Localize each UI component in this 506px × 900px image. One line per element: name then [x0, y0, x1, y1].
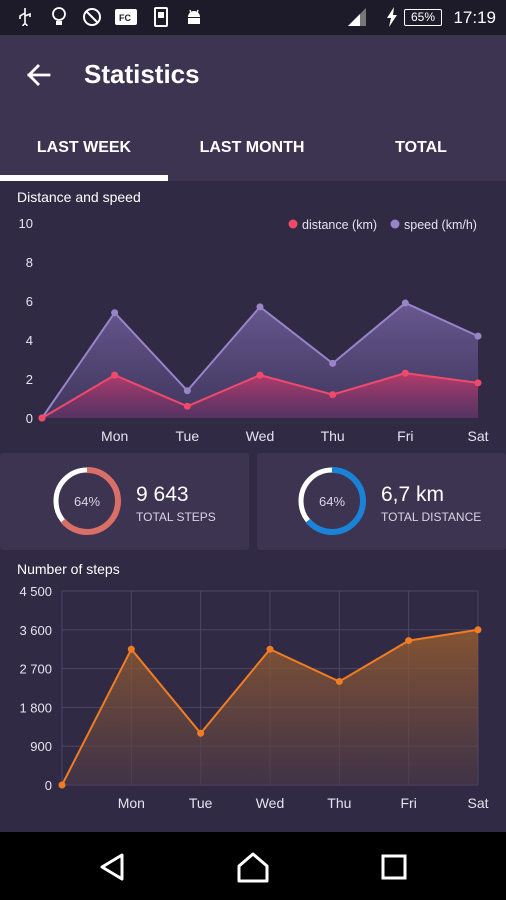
- android-icon: [183, 7, 205, 27]
- data-point-distance: [329, 391, 337, 399]
- x-tick-label: Sat: [467, 795, 488, 811]
- x-tick-label: Fri: [397, 428, 413, 444]
- x-tick-label: Thu: [327, 795, 351, 811]
- data-point-distance: [256, 371, 264, 379]
- y-tick-label: 4 500: [19, 584, 52, 599]
- distance-percent: 64%: [319, 494, 345, 509]
- y-tick-label: 2 700: [19, 662, 52, 677]
- data-point-steps: [335, 678, 343, 686]
- area-steps: [62, 629, 478, 785]
- data-point-speed: [474, 332, 482, 340]
- phone-icon: [150, 7, 172, 27]
- page-title: Statistics: [84, 59, 200, 89]
- app-bar: Statistics LAST WEEK LAST MONTH TOTAL: [0, 35, 506, 181]
- y-tick-label: 1 800: [19, 700, 52, 715]
- y-tick-label: 0: [45, 778, 52, 793]
- x-tick-label: Tue: [176, 428, 200, 444]
- data-point-steps: [127, 645, 135, 653]
- data-point-distance: [111, 371, 119, 379]
- y-tick-label: 6: [26, 294, 33, 309]
- data-point-distance: [474, 379, 482, 387]
- x-tick-label: Wed: [256, 795, 285, 811]
- recents-icon[interactable]: [380, 853, 408, 881]
- data-point-distance: [183, 402, 191, 410]
- x-tick-label: Fri: [401, 795, 417, 811]
- bulb-icon: [48, 7, 70, 27]
- legend-marker: [288, 219, 298, 229]
- fc-icon: FC: [114, 7, 138, 27]
- no-sync-icon: [81, 7, 103, 27]
- x-tick-label: Mon: [101, 428, 128, 444]
- data-point-distance: [401, 369, 409, 377]
- y-tick-label: 4: [26, 333, 33, 348]
- data-point-speed: [401, 299, 409, 307]
- data-point-steps: [405, 637, 413, 645]
- y-tick-label: 2: [26, 372, 33, 387]
- total-distance-caption: TOTAL DISTANCE: [381, 510, 482, 524]
- data-point-steps: [266, 645, 274, 653]
- legend-marker: [390, 219, 400, 229]
- distance-summary-card: 64% 6,7 km TOTAL DISTANCE: [257, 453, 506, 550]
- x-tick-label: Wed: [246, 428, 275, 444]
- tab-indicator: [0, 175, 168, 181]
- data-point-speed: [183, 387, 191, 395]
- battery-indicator: 65%: [404, 9, 442, 26]
- steps-chart: 0 900 1 800 2 700 3 600 4 500 Mon Tue Wed Thu Fri S…: [19, 584, 488, 811]
- x-tick-label: Sat: [467, 428, 488, 444]
- y-tick-label: 900: [30, 739, 52, 754]
- y-tick-label: 10: [19, 216, 33, 231]
- data-point-speed: [329, 359, 337, 367]
- tab-last-month[interactable]: LAST MONTH: [199, 139, 305, 156]
- x-tick-label: Tue: [189, 795, 213, 811]
- distance-chart-title: Distance and speed: [17, 189, 141, 205]
- legend-label: distance (km): [302, 218, 377, 232]
- home-icon[interactable]: [236, 851, 270, 883]
- arrow-left-icon[interactable]: [25, 61, 53, 89]
- x-tick-label: Thu: [321, 428, 345, 444]
- clock: 17:19: [453, 8, 496, 27]
- legend-label: speed (km/h): [404, 218, 477, 232]
- y-tick-label: 8: [26, 255, 33, 270]
- steps-chart-title: Number of steps: [17, 561, 120, 577]
- distance-speed-chart: 0 2 4 6 8 10 Mon Tue Wed Thu Fri Sat distance (km) sp…: [19, 216, 489, 444]
- steps-progress-ring: 64%: [53, 467, 121, 535]
- nav-bar: [0, 832, 506, 900]
- distance-progress-ring: 64%: [298, 467, 366, 535]
- steps-percent: 64%: [74, 494, 100, 509]
- data-point-speed: [111, 309, 119, 317]
- data-point-steps: [197, 729, 205, 737]
- total-distance-value: 6,7 km: [381, 483, 445, 506]
- y-tick-label: 3 600: [19, 623, 52, 638]
- data-point-distance: [38, 414, 46, 422]
- data-point-steps: [474, 626, 482, 634]
- svg-text:FC: FC: [119, 13, 131, 23]
- charging-icon: [384, 7, 400, 27]
- x-tick-label: Mon: [118, 795, 145, 811]
- signal-icon: [345, 7, 369, 27]
- status-bar: FC 65% 17:19: [0, 0, 506, 35]
- tab-total[interactable]: TOTAL: [395, 139, 447, 156]
- data-point-steps: [58, 781, 66, 789]
- steps-summary-card: 64% 9 643 TOTAL STEPS: [0, 453, 249, 550]
- back-triangle-icon[interactable]: [98, 852, 126, 882]
- y-tick-label: 0: [26, 411, 33, 426]
- data-point-speed: [256, 303, 264, 311]
- total-steps-caption: TOTAL STEPS: [136, 510, 216, 524]
- total-steps-value: 9 643: [136, 483, 189, 506]
- tab-last-week[interactable]: LAST WEEK: [36, 139, 132, 156]
- usb-icon: [14, 7, 36, 27]
